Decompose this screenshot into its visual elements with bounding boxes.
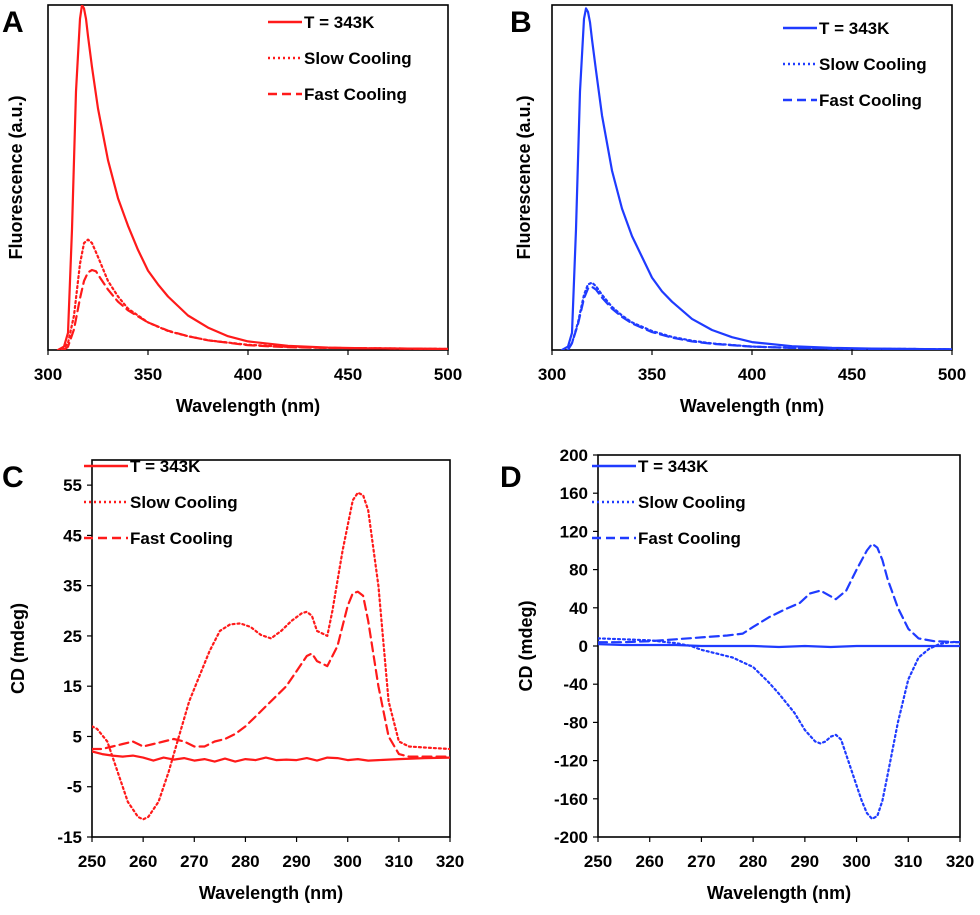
panel-d-x-tick-label: 270	[687, 852, 715, 871]
panel-c-y-tick-label: 55	[63, 476, 82, 495]
panel-d-x-tick-label: 300	[842, 852, 870, 871]
panel-b-letter: B	[510, 6, 532, 39]
panel-b-series-t-343k-line	[560, 7, 952, 350]
panel-b-legend-label-fast-cooling: Fast Cooling	[819, 91, 922, 110]
panel-a-letter: A	[2, 6, 24, 39]
panel-d-legend-label-t-343k: T = 343K	[638, 457, 709, 476]
panel-c-series-fast-cooling-line	[92, 590, 450, 758]
panel-c-y-tick-label: 25	[63, 627, 82, 646]
panel-a-legend-label-slow-cooling: Slow Cooling	[304, 49, 412, 68]
panel-d-cd-blue: D 250 260 270 280 290 300 310 320 -200 -160 -120 -80…	[500, 446, 974, 903]
panel-b-legend-label-slow-cooling: Slow Cooling	[819, 55, 927, 74]
panel-d-y-tick-label: -120	[554, 752, 588, 771]
panel-c-plot-frame	[91, 459, 451, 838]
panel-c-y-tick-label: 35	[63, 577, 82, 596]
panel-d-legend-label-fast-cooling: Fast Cooling	[638, 529, 741, 548]
panel-a-series-group	[56, 5, 448, 350]
panel-a-x-tick-label: 400	[234, 365, 262, 384]
panel-d-series-fast-cooling-line	[598, 542, 960, 644]
panel-d-x-tick-label: 310	[894, 852, 922, 871]
panel-d-y-axis-title: CD (mdeg)	[516, 601, 536, 692]
panel-d-series-t-343k-line	[598, 643, 960, 649]
panel-a-x-tick-label: 500	[434, 365, 462, 384]
panel-c-x-tick-label: 300	[334, 852, 362, 871]
panel-c-x-tick-label: 320	[436, 852, 464, 871]
panel-b-series-fast-cooling-line	[566, 285, 952, 350]
panel-d-y-tick-label: 120	[560, 522, 588, 541]
panel-b-fluorescence-blue: B 300 350 400 450 500 Wavelength (nm) Fluoresce…	[510, 4, 966, 416]
panel-b-x-axis-title: Wavelength (nm)	[680, 396, 824, 416]
panel-d-series-group	[598, 542, 960, 820]
panel-d-series-slow-cooling-line	[598, 637, 960, 820]
panel-c-legend-label-fast-cooling: Fast Cooling	[130, 529, 233, 548]
panel-c-x-tick-label: 310	[385, 852, 413, 871]
panel-b-x-tick-label: 450	[838, 365, 866, 384]
panel-d-x-tick-label: 280	[739, 852, 767, 871]
panel-b-y-axis-title: Fluorescence (a.u.)	[514, 95, 534, 259]
panel-a-x-tick-label: 300	[34, 365, 62, 384]
panel-d-legend-label-slow-cooling: Slow Cooling	[638, 493, 746, 512]
panel-d-y-tick-label: -160	[554, 790, 588, 809]
panel-c-y-tick-label: -15	[57, 828, 82, 847]
panel-a-legend-label-t-343k: T = 343K	[304, 13, 375, 32]
panel-d-y-tick-label: 0	[579, 637, 588, 656]
panel-c-x-axis-title: Wavelength (nm)	[199, 883, 343, 903]
panel-d-y-tick-label: 160	[560, 484, 588, 503]
panel-a-x-tick-label: 450	[334, 365, 362, 384]
panel-d-x-tick-label: 250	[584, 852, 612, 871]
panel-d-x-tick-label: 260	[636, 852, 664, 871]
panel-b-x-tick-label: 400	[738, 365, 766, 384]
panel-d-x-tick-label: 320	[946, 852, 974, 871]
panel-c-y-tick-label: -5	[67, 778, 82, 797]
panel-d-x-tick-label: 290	[791, 852, 819, 871]
panel-d-letter: D	[500, 461, 522, 494]
panel-b-x-tick-label: 350	[638, 365, 666, 384]
panel-d-y-tick-label: -40	[563, 675, 588, 694]
panel-c-x-tick-label: 290	[282, 852, 310, 871]
panel-b-series-group	[560, 7, 952, 350]
panel-a-series-fast-cooling-line	[62, 268, 448, 350]
panel-c-x-tick-label: 270	[180, 852, 208, 871]
panel-a-fluorescence-red: A 300 350 400 450 500 Wavelength (nm) Fluoresce…	[2, 4, 462, 416]
panel-c-series-group	[92, 491, 450, 821]
panel-b-x-tick-label: 500	[938, 365, 966, 384]
panel-c-cd-red: C 250 260 270 280 290 300 310 320 -15 -5 5 15 25 35 45 5…	[2, 457, 464, 903]
panel-c-y-tick-label: 5	[73, 727, 82, 746]
panel-a-series-t-343k-line	[56, 5, 448, 350]
panel-c-legend-label-t-343k: T = 343K	[130, 457, 201, 476]
panel-c-letter: C	[2, 461, 24, 494]
panel-c-y-tick-label: 15	[63, 677, 82, 696]
panel-b-series-slow-cooling-line	[566, 281, 952, 350]
panel-d-y-tick-label: 200	[560, 446, 588, 465]
panel-c-y-axis-title: CD (mdeg)	[8, 603, 28, 694]
panel-d-y-tick-label: 80	[569, 561, 588, 580]
panel-c-series-t-343k-line	[92, 750, 450, 763]
panel-a-y-axis-title: Fluorescence (a.u.)	[6, 95, 26, 259]
panel-c-x-tick-label: 250	[78, 852, 106, 871]
panel-b-legend-label-t-343k: T = 343K	[819, 19, 890, 38]
panel-c-x-tick-label: 280	[231, 852, 259, 871]
panel-a-x-tick-label: 350	[134, 365, 162, 384]
panel-d-y-tick-label: -200	[554, 828, 588, 847]
panel-a-series-slow-cooling-line	[60, 238, 448, 350]
panel-d-y-tick-label: -80	[563, 713, 588, 732]
panel-c-x-tick-label: 260	[129, 852, 157, 871]
panel-c-y-tick-label: 45	[63, 526, 82, 545]
panel-c-legend-label-slow-cooling: Slow Cooling	[130, 493, 238, 512]
panel-c-series-slow-cooling-line	[92, 491, 450, 821]
panel-a-x-axis-title: Wavelength (nm)	[176, 396, 320, 416]
panel-d-y-tick-label: 40	[569, 599, 588, 618]
panel-b-x-tick-label: 300	[538, 365, 566, 384]
panel-d-x-axis-title: Wavelength (nm)	[707, 883, 851, 903]
panel-a-legend-label-fast-cooling: Fast Cooling	[304, 85, 407, 104]
